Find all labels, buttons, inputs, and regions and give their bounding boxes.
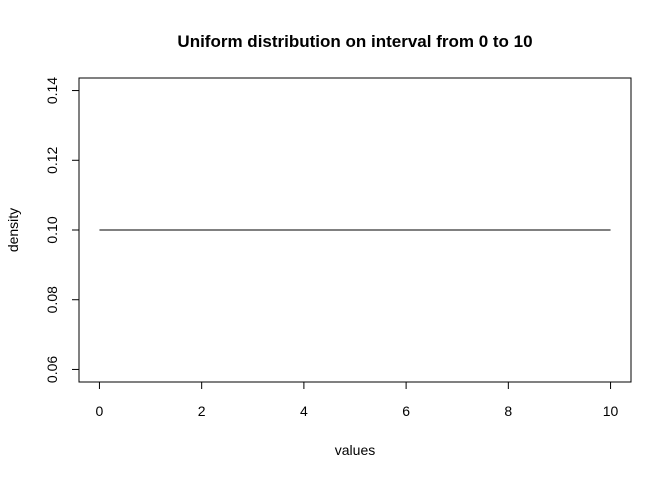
y-tick-label: 0.06 xyxy=(44,356,60,383)
x-axis-label: values xyxy=(335,442,375,458)
y-tick-label: 0.10 xyxy=(44,216,60,243)
y-axis-label: density xyxy=(5,208,21,252)
y-tick-label: 0.08 xyxy=(44,286,60,313)
y-axis: 0.06 0.08 0.10 0.12 0.14 xyxy=(44,77,80,383)
x-tick-label: 2 xyxy=(198,403,206,419)
x-tick-label: 4 xyxy=(300,403,308,419)
y-tick-label: 0.14 xyxy=(44,77,60,104)
x-tick-label: 10 xyxy=(603,403,619,419)
x-tick-label: 0 xyxy=(96,403,104,419)
x-axis: 0 2 4 6 8 10 xyxy=(96,381,619,419)
x-tick-label: 8 xyxy=(504,403,512,419)
y-tick-label: 0.12 xyxy=(44,146,60,173)
chart-title: Uniform distribution on interval from 0 … xyxy=(177,32,532,51)
x-tick-label: 6 xyxy=(402,403,410,419)
